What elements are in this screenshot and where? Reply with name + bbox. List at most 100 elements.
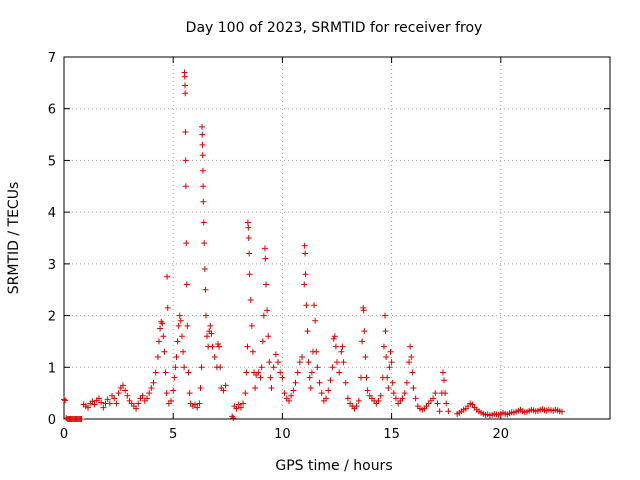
- data-point: [342, 379, 349, 386]
- data-point: [143, 395, 150, 402]
- data-point: [208, 330, 215, 337]
- data-point: [403, 379, 410, 386]
- data-point: [240, 400, 247, 407]
- y-tick-label: 3: [48, 258, 56, 273]
- data-point: [230, 414, 237, 421]
- data-point: [362, 353, 369, 360]
- data-point: [316, 379, 323, 386]
- data-point: [384, 374, 391, 381]
- data-point: [154, 353, 161, 360]
- data-point: [237, 404, 244, 411]
- data-point: [407, 343, 414, 350]
- data-point: [386, 364, 393, 371]
- plot-frame: [63, 56, 611, 420]
- data-point: [156, 338, 163, 345]
- data-point: [430, 395, 437, 402]
- data-point: [340, 359, 347, 366]
- data-point: [214, 341, 221, 348]
- data-point: [359, 338, 366, 345]
- data-point: [408, 353, 415, 360]
- data-point: [158, 318, 165, 325]
- data-point: [401, 390, 408, 397]
- data-point: [182, 128, 189, 135]
- data-point: [385, 384, 392, 391]
- data-point: [164, 304, 171, 311]
- data-point: [164, 273, 171, 280]
- y-tick-label: 4: [48, 206, 56, 221]
- data-point: [392, 395, 399, 402]
- data-point: [198, 364, 205, 371]
- y-tick-label: 7: [48, 51, 56, 66]
- data-point: [302, 250, 309, 257]
- data-point: [313, 348, 320, 355]
- data-point: [360, 307, 367, 314]
- data-point: [245, 224, 252, 231]
- data-point: [209, 343, 216, 350]
- data-point: [439, 369, 446, 376]
- x-tick-label: 5: [169, 427, 177, 442]
- data-point: [91, 401, 98, 408]
- data-point: [204, 333, 211, 340]
- data-point: [199, 123, 206, 130]
- data-point: [380, 343, 387, 350]
- data-point: [201, 266, 208, 273]
- data-point: [245, 235, 252, 241]
- data-point: [62, 397, 69, 404]
- data-point: [252, 384, 259, 391]
- data-point: [412, 395, 419, 402]
- data-point: [78, 416, 85, 422]
- data-point: [186, 390, 193, 397]
- data-point: [115, 390, 122, 397]
- data-point: [243, 369, 250, 376]
- data-point: [248, 322, 255, 329]
- data-point: [294, 369, 301, 376]
- data-point: [296, 359, 303, 366]
- data-point: [445, 408, 452, 415]
- data-point: [327, 377, 334, 384]
- data-point: [382, 312, 389, 319]
- data-point: [192, 401, 199, 408]
- data-point: [106, 400, 113, 407]
- data-point: [181, 73, 188, 80]
- data-point: [178, 333, 185, 340]
- data-point: [201, 240, 208, 247]
- data-point: [233, 405, 240, 412]
- data-point: [390, 390, 397, 397]
- data-point: [133, 405, 140, 412]
- data-point: [361, 328, 368, 335]
- data-point: [244, 219, 251, 226]
- data-point: [181, 364, 188, 371]
- data-point: [220, 387, 227, 394]
- data-point: [332, 343, 339, 350]
- data-point: [199, 131, 206, 138]
- data-point: [305, 359, 312, 366]
- data-point: [146, 390, 153, 397]
- data-point: [249, 348, 256, 355]
- x-tick-label: 0: [60, 427, 68, 442]
- data-point: [265, 333, 272, 340]
- data-point: [353, 403, 360, 410]
- data-point: [302, 271, 309, 278]
- data-point: [182, 183, 189, 190]
- data-point: [174, 338, 181, 345]
- data-point: [344, 395, 351, 402]
- chart-title: Day 100 of 2023, SRMTID for receiver fro…: [186, 20, 483, 36]
- data-point: [377, 392, 384, 399]
- data-point: [469, 401, 476, 408]
- data-point: [272, 351, 279, 358]
- data-point: [157, 325, 164, 332]
- data-point: [263, 281, 270, 288]
- data-point: [194, 404, 201, 411]
- data-point: [162, 369, 169, 376]
- data-point: [288, 392, 295, 399]
- data-point: [168, 397, 175, 404]
- data-point: [436, 408, 443, 415]
- data-point: [388, 359, 395, 366]
- data-point: [262, 255, 269, 262]
- data-point: [306, 374, 313, 381]
- data-point: [98, 399, 105, 406]
- data-point: [406, 359, 413, 366]
- data-point: [336, 369, 343, 376]
- x-tick-label: 10: [274, 427, 291, 442]
- y-tick-label: 6: [48, 103, 56, 118]
